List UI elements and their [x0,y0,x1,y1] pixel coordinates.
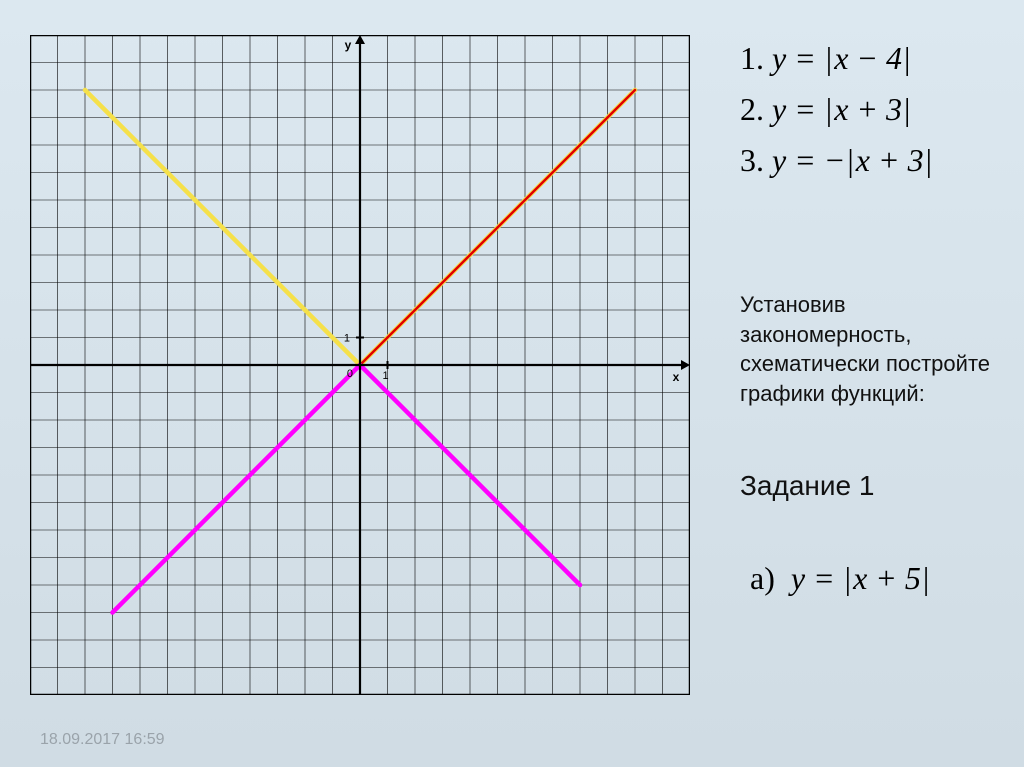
svg-text:0: 0 [347,368,353,380]
svg-text:y: y [345,38,352,52]
chart-container: 1 1 0 x y [30,35,690,695]
task-sub-eq: y = |x + 5| [791,560,931,596]
task-sub-a: а) [750,560,775,596]
svg-text:x: x [673,370,680,384]
svg-text:1: 1 [382,370,388,382]
task-sub: а) y = |x + 5| [750,560,931,597]
formula-1: 1. y = |x − 4| [740,40,1010,77]
formula-3: 3. y = −|x + 3| [740,142,1010,179]
chart-svg: 1 1 0 x y [30,35,690,695]
formula-2: 2. y = |x + 3| [740,91,1010,128]
formula-block: 1. y = |x − 4| 2. y = |x + 3| 3. y = −|x… [740,30,1010,193]
timestamp: 18.09.2017 16:59 [40,731,165,749]
task-title: Задание 1 [740,470,874,502]
instruction-text: Установив закономерность, схематически п… [740,290,1000,409]
svg-text:1: 1 [344,333,350,345]
